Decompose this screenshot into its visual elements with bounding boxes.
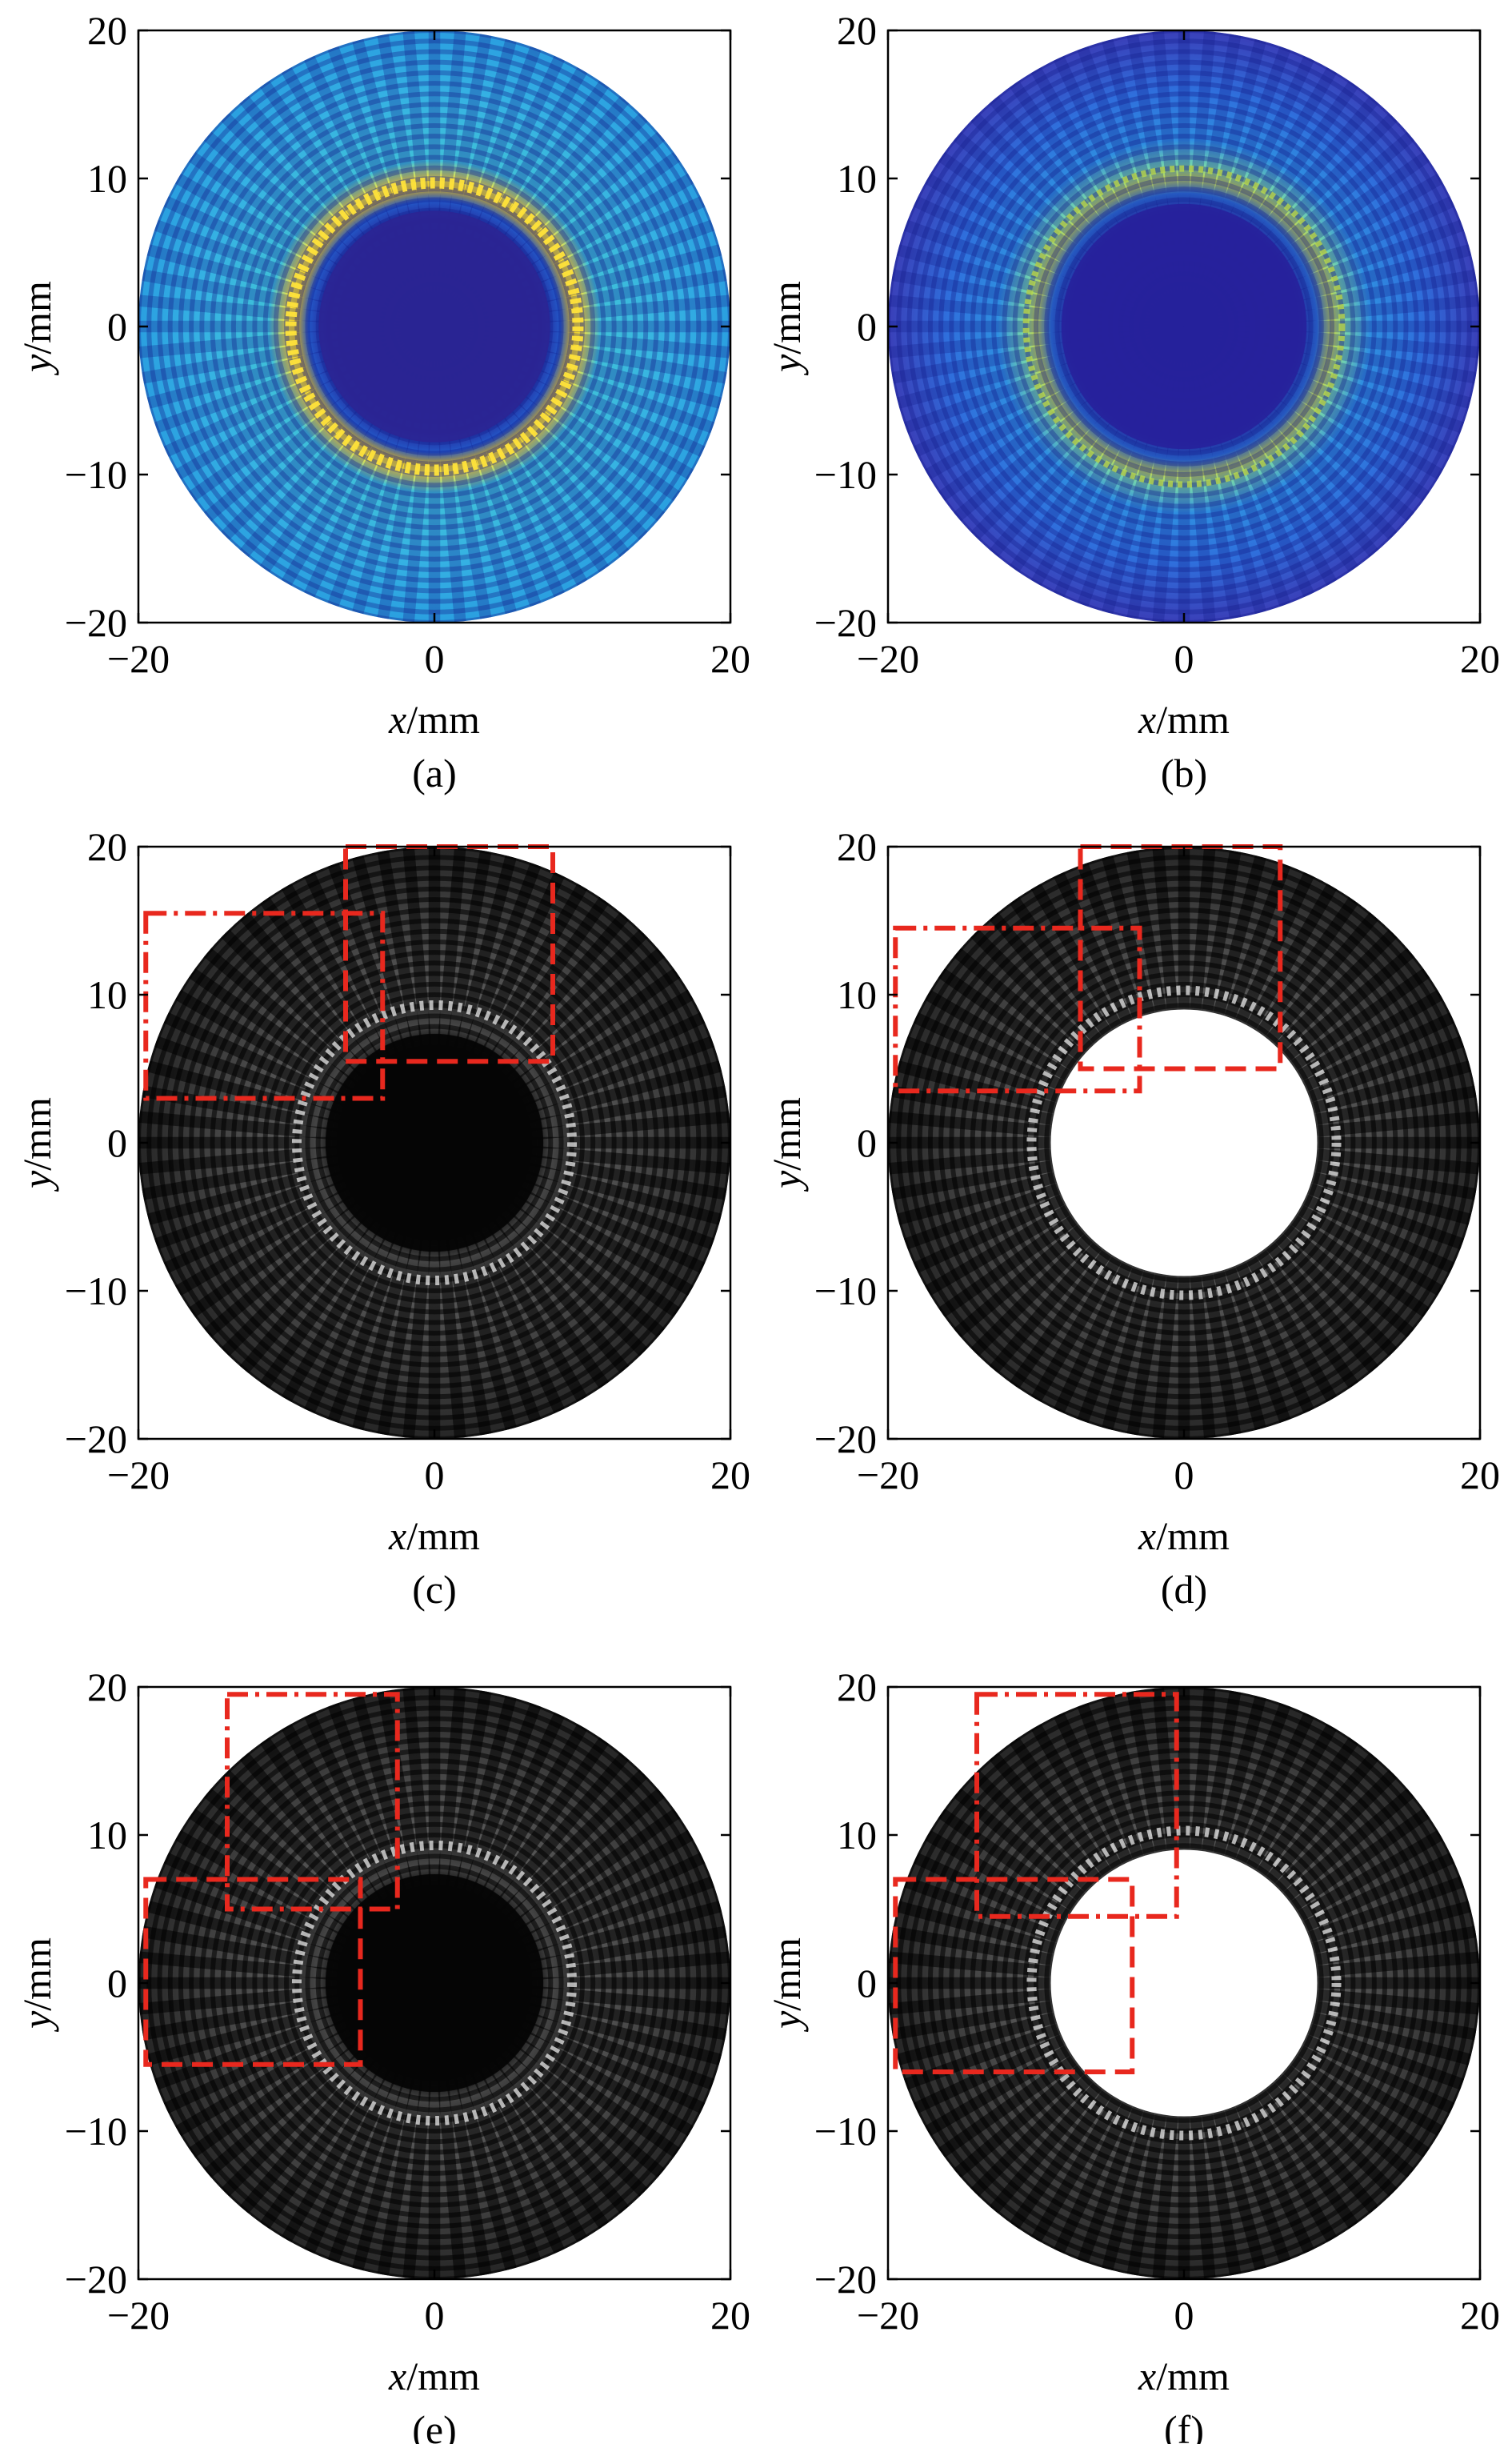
y-tick-label: −10 [65,2109,127,2154]
fringe-pattern [888,30,1480,623]
y-tick-label: 0 [857,1961,877,2005]
fringe-pattern [138,1687,730,2279]
panel-label-e: (e) [412,2407,457,2444]
central-hole [1050,1849,1318,2117]
y-axis-label: y/mm [14,1937,59,2033]
panel-d: −20 0 20 20 10 0 −10 −20 x/mm y/mm (d) [764,824,1500,1612]
panel-label-f: (f) [1164,2407,1204,2444]
x-tick-label: 20 [710,2293,750,2338]
panel-f: −20 0 20 20 10 0 −10 −20 x/mm y/mm (f) [764,1665,1500,2444]
y-tick-label: 0 [107,1120,127,1165]
panel-c: −20 0 20 20 10 0 −10 −20 x/mm y/mm (c) [14,824,750,1612]
y-tick-label: −10 [814,452,877,497]
y-tick-label: −20 [65,1416,127,1461]
x-tick-label: 0 [425,636,445,681]
y-tick-label: 0 [107,304,127,349]
x-tick-label: 0 [1174,1452,1194,1497]
x-tick-label: −20 [857,2293,919,2338]
dashed-box-2 [143,1877,363,2067]
y-tick-label: 10 [87,972,127,1017]
y-axis-label: y/mm [764,281,809,376]
panel-b: −20 0 20 20 10 0 −10 −20 x/mm y/mm (b) [764,8,1500,795]
panel-label-d: (d) [1161,1567,1207,1612]
x-tick-label: −20 [107,636,170,681]
y-axis-label: y/mm [764,1097,809,1192]
y-tick-label: 20 [837,1665,877,1709]
y-tick-label: 10 [837,972,877,1017]
y-axis-label: y/mm [14,281,59,376]
y-tick-label: 0 [857,1120,877,1165]
dash-dot-box-1 [974,1692,1179,1919]
y-axis-label: y/mm [764,1937,809,2033]
x-tick-label: −20 [107,1452,170,1497]
y-tick-label: 10 [87,1813,127,1857]
fringe-pattern [138,30,730,623]
x-axis-label: x/mm [388,1513,480,1558]
panel-label-a: (a) [412,751,457,795]
panel-label-b: (b) [1161,751,1207,795]
dash-dot-box-1 [143,911,386,1101]
y-tick-label: 10 [837,1813,877,1857]
dash-dot-box-1 [225,1692,400,1912]
y-tick-label: −20 [814,600,877,645]
x-tick-label: 20 [1460,2293,1500,2338]
y-tick-label: 20 [87,8,127,53]
y-tick-label: −20 [814,2257,877,2302]
y-axis-label: y/mm [14,1097,59,1192]
y-tick-label: 10 [837,156,877,201]
x-tick-label: 0 [1174,636,1194,681]
x-tick-label: 0 [1174,2293,1194,2338]
x-tick-label: 20 [710,636,750,681]
y-tick-label: 0 [107,1961,127,2005]
x-tick-label: 20 [1460,636,1500,681]
x-tick-label: −20 [107,2293,170,2338]
y-tick-label: −10 [814,1268,877,1313]
y-tick-label: −20 [814,1416,877,1461]
y-tick-label: 20 [87,824,127,869]
x-axis-label: x/mm [388,2354,480,2398]
panel-label-c: (c) [412,1567,457,1612]
panel-e: −20 0 20 20 10 0 −10 −20 x/mm y/mm (e) [14,1665,750,2444]
y-tick-label: −20 [65,600,127,645]
x-tick-label: 0 [425,2293,445,2338]
x-axis-label: x/mm [388,697,480,742]
panel-a: −20 0 20 20 10 0 −10 −20 x/mm y/mm (a) [14,8,750,795]
y-tick-label: −20 [65,2257,127,2302]
x-tick-label: −20 [857,636,919,681]
dashed-box-2 [893,1877,1135,2074]
y-tick-label: −10 [814,2109,877,2154]
y-tick-label: 20 [87,1665,127,1709]
x-tick-label: 20 [1460,1452,1500,1497]
dash-dot-box-1 [893,925,1142,1094]
central-hole [1050,1009,1318,1276]
fringe-pattern [138,847,730,1439]
y-tick-label: 20 [837,8,877,53]
x-axis-label: x/mm [1138,697,1230,742]
x-axis-label: x/mm [1138,1513,1230,1558]
x-tick-label: 0 [425,1452,445,1497]
x-tick-label: 20 [710,1452,750,1497]
x-axis-label: x/mm [1138,2354,1230,2398]
y-tick-label: 0 [857,304,877,349]
y-tick-label: 10 [87,156,127,201]
y-tick-label: −10 [65,1268,127,1313]
y-tick-label: 20 [837,824,877,869]
x-tick-label: −20 [857,1452,919,1497]
y-tick-label: −10 [65,452,127,497]
